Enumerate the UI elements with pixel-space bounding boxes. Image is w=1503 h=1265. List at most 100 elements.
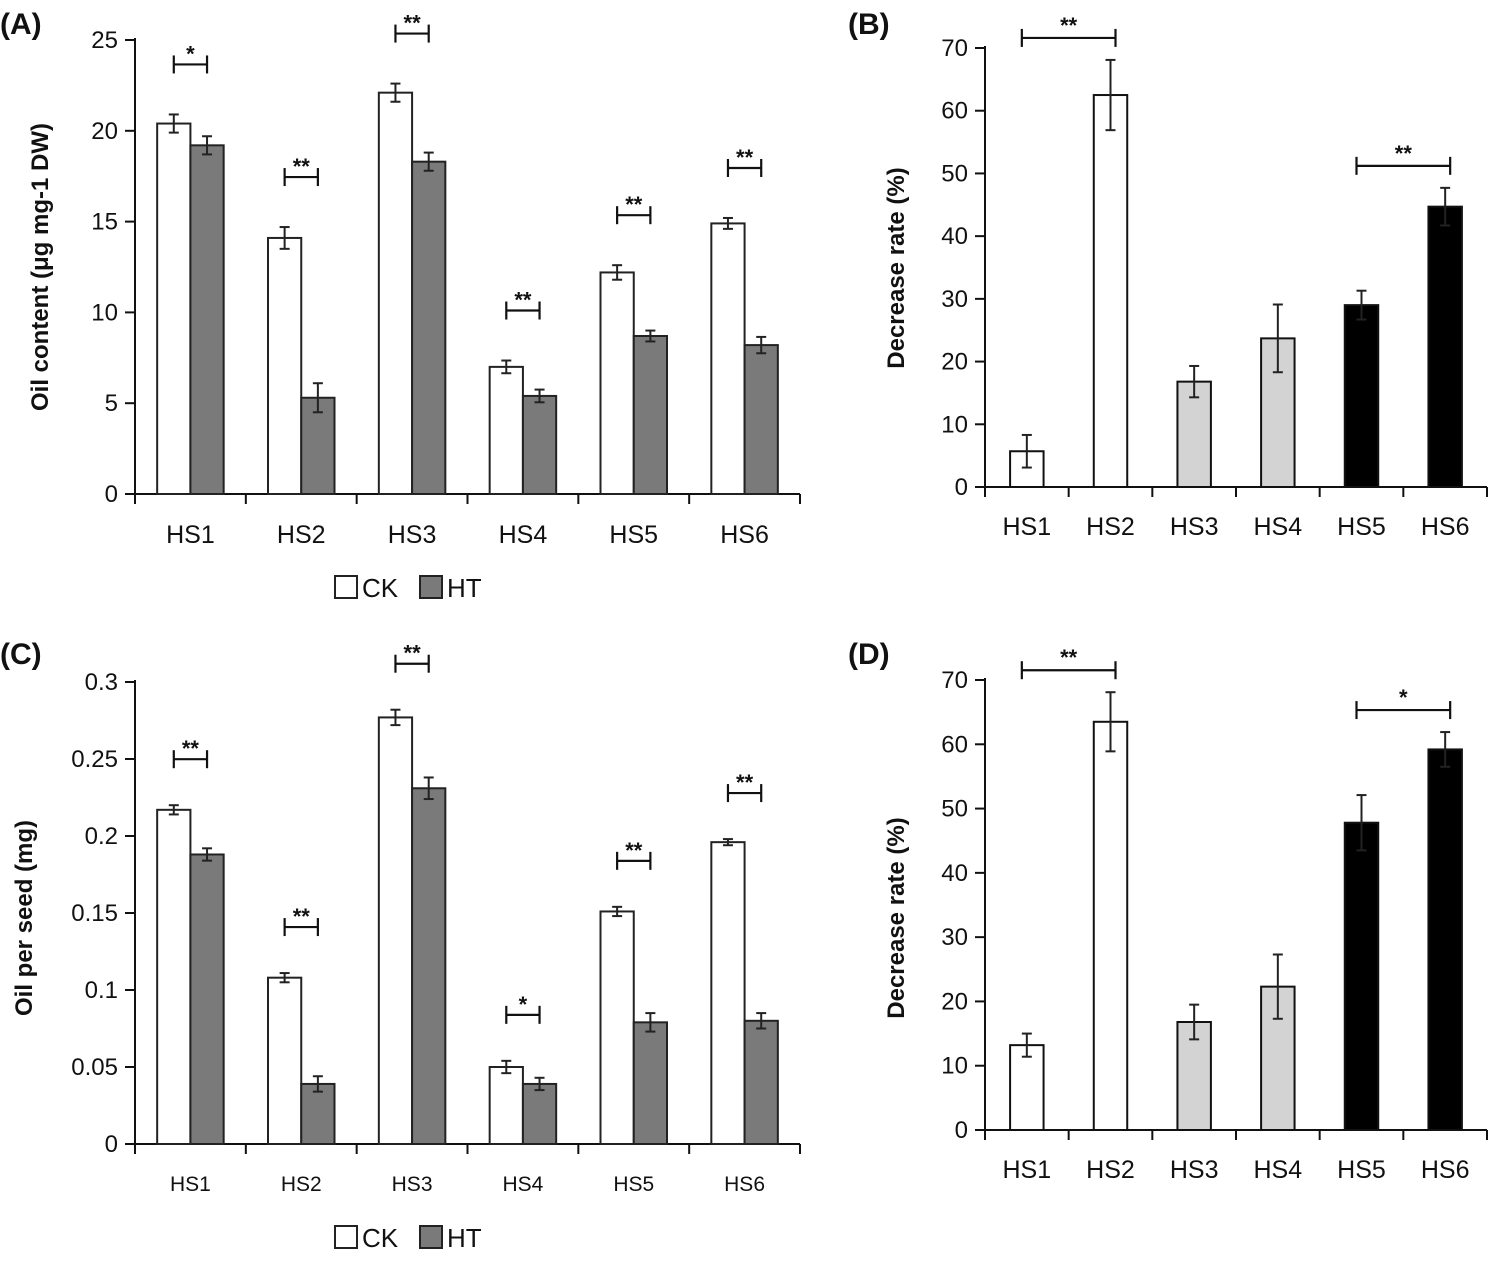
legend-swatch-ck	[334, 1225, 358, 1249]
significance-label: **	[182, 736, 200, 761]
bar-ht-hs6	[743, 1019, 779, 1145]
significance-label: **	[1395, 141, 1413, 166]
x-tick-label: HS2	[1086, 513, 1135, 541]
legend-swatch-ck	[334, 575, 358, 599]
x-tick-label: HS2	[281, 1173, 322, 1196]
legend: CK HT	[334, 1223, 482, 1253]
legend-label: HT	[447, 573, 482, 603]
bar-ht-hs4	[521, 394, 558, 496]
x-tick-label: HS3	[1170, 513, 1219, 541]
y-tick-label: 20	[91, 118, 118, 145]
y-tick-label: 50	[941, 160, 968, 187]
bar-hs5	[1343, 821, 1380, 1131]
legend-swatch-ht	[419, 575, 443, 599]
significance-label: **	[1060, 13, 1078, 38]
y-tick-label: 0.3	[85, 669, 118, 696]
significance-label: *	[1399, 685, 1408, 710]
significance-label: *	[519, 992, 528, 1017]
legend-label: CK	[362, 1223, 399, 1253]
y-tick-label: 20	[941, 988, 968, 1015]
significance-label: **	[736, 145, 754, 170]
significance-label: **	[293, 154, 311, 179]
y-axis-label: Oil content (μg mg-1 DW)	[27, 123, 54, 411]
x-tick-label: HS1	[1003, 513, 1052, 541]
bar-ht-hs2	[300, 1082, 336, 1145]
x-tick-label: HS5	[609, 521, 658, 549]
x-tick-label: HS3	[1170, 1156, 1219, 1184]
bar-ck-hs3	[377, 91, 414, 495]
y-tick-label: 30	[941, 286, 968, 313]
bar-ht-hs1	[189, 853, 225, 1145]
y-tick-label: 5	[105, 390, 118, 417]
x-tick-label: HS4	[1254, 513, 1303, 541]
y-axis-label: Oil per seed (mg)	[11, 820, 38, 1016]
bar-ht-hs5	[632, 335, 668, 495]
y-tick-label: 30	[941, 924, 968, 951]
x-tick-label: HS4	[502, 1173, 543, 1196]
y-tick-label: 10	[91, 299, 118, 326]
bar-hs2	[1092, 94, 1129, 489]
x-tick-label: HS2	[277, 521, 326, 549]
y-tick-label: 70	[941, 667, 968, 694]
bar-ht-hs2	[300, 396, 336, 496]
x-tick-label: HS6	[724, 1173, 765, 1196]
y-axis-label: Decrease rate (%)	[883, 167, 910, 368]
significance-label: **	[404, 11, 422, 36]
x-tick-label: HS5	[1337, 513, 1386, 541]
panel-b: (B) Decrease rate (%) 0 10 20 30 40 50 60 70 HS1 HS…	[848, 8, 1488, 541]
x-tick-label: HS6	[1421, 1156, 1470, 1184]
legend: CK HT	[334, 573, 482, 603]
y-tick-label: 0	[955, 474, 968, 501]
significance-label: **	[404, 641, 422, 666]
bar-hs2	[1092, 720, 1129, 1131]
legend-swatch-ht	[419, 1225, 443, 1249]
significance-label: **	[625, 192, 643, 217]
y-tick-label: 0.1	[85, 977, 118, 1004]
x-tick-label: HS3	[392, 1173, 433, 1196]
y-axis-label: Decrease rate (%)	[883, 817, 910, 1018]
y-tick-label: 0	[105, 1131, 118, 1158]
y-tick-label: 0.05	[71, 1054, 118, 1081]
x-tick-label: HS1	[166, 521, 215, 549]
bar-hs6	[1427, 205, 1463, 488]
bar-ck-hs5	[599, 271, 635, 495]
y-tick-label: 0.25	[71, 746, 118, 773]
significance-label: *	[186, 41, 195, 66]
y-tick-label: 0	[105, 481, 118, 508]
bar-hs6	[1427, 748, 1463, 1132]
x-tick-label: HS6	[720, 521, 769, 549]
y-tick-label: 40	[941, 223, 968, 250]
y-tick-label: 0.15	[71, 900, 118, 927]
bar-ht-hs6	[743, 344, 779, 496]
x-tick-label: HS6	[1421, 513, 1470, 541]
bar-ht-hs3	[411, 787, 447, 1145]
x-tick-label: HS4	[1254, 1156, 1303, 1184]
bar-ck-hs5	[599, 910, 635, 1146]
y-tick-label: 50	[941, 796, 968, 823]
y-tick-label: 0	[955, 1117, 968, 1144]
bar-ck-hs1	[156, 122, 192, 495]
y-tick-label: 0.2	[85, 823, 118, 850]
significance-label: **	[736, 770, 754, 795]
significance-label: **	[1060, 645, 1078, 670]
bar-ht-hs4	[521, 1082, 558, 1145]
y-tick-label: 60	[941, 98, 968, 125]
bar-ht-hs1	[189, 144, 225, 495]
bar-ck-hs2	[267, 236, 303, 495]
legend-label: CK	[362, 573, 399, 603]
significance-label: **	[293, 904, 311, 929]
bar-ht-hs3	[411, 160, 447, 495]
bar-ht-hs5	[632, 1021, 668, 1146]
panel-label: (D)	[848, 638, 890, 671]
x-tick-label: HS1	[1003, 1156, 1052, 1184]
panel-label: (A)	[0, 8, 42, 41]
y-tick-label: 10	[941, 411, 968, 438]
y-tick-label: 70	[941, 35, 968, 62]
y-tick-label: 20	[941, 349, 968, 376]
x-tick-label: HS2	[1086, 1156, 1135, 1184]
y-tick-label: 25	[91, 27, 118, 54]
x-tick-label: HS1	[170, 1173, 211, 1196]
y-tick-label: 40	[941, 860, 968, 887]
significance-label: **	[514, 288, 532, 313]
